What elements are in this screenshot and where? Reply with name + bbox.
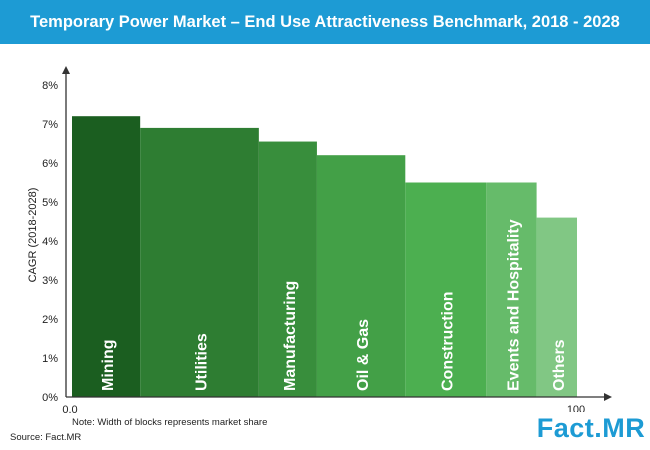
- chart-title: Temporary Power Market – End Use Attract…: [30, 13, 620, 31]
- y-tick-label: 4%: [42, 236, 58, 248]
- x-axis-arrow: [604, 393, 612, 401]
- y-tick-label: 6%: [42, 158, 58, 170]
- bar-manufacturing: [258, 141, 317, 397]
- bar-oil-gas: [316, 155, 406, 397]
- bar-events-and-hospitality: [486, 182, 537, 397]
- bar-construction: [405, 182, 487, 397]
- bar-label: Others: [551, 339, 568, 391]
- chart-area: Mining Utilities Manufacturing Oil & Gas Con…: [27, 66, 612, 414]
- y-tick-label: 0%: [42, 392, 58, 404]
- y-tick-label: 2%: [42, 314, 58, 326]
- bar-mining: [72, 116, 141, 397]
- bar-label: Oil & Gas: [355, 319, 372, 391]
- y-tick-label: 5%: [42, 197, 58, 209]
- bar-label: Manufacturing: [282, 281, 299, 391]
- y-tick-label: 1%: [42, 353, 58, 365]
- factmr-logo: Fact.MR: [532, 412, 650, 450]
- x-tick-label: 100: [567, 404, 585, 414]
- x-tick-label: 0.0: [62, 404, 77, 414]
- y-tick-label: 7%: [42, 119, 58, 131]
- width-note: Note: Width of blocks represents market …: [72, 417, 268, 428]
- y-axis-arrow: [62, 66, 70, 74]
- bar-utilities: [140, 127, 259, 398]
- source-label: Source: Fact.MR: [10, 432, 82, 443]
- y-tick-label: 8%: [42, 80, 58, 92]
- bars-group: Mining Utilities Manufacturing Oil & Gas Con…: [72, 116, 577, 398]
- x-tick-labels: 0.0 100: [62, 404, 585, 414]
- title-banner: Temporary Power Market – End Use Attract…: [0, 0, 650, 44]
- bar-label: Construction: [440, 291, 457, 391]
- bar-label: Mining: [100, 339, 117, 391]
- bar-label: Events and Hospitality: [505, 219, 522, 391]
- bar-label: Utilities: [194, 333, 211, 391]
- y-tick-labels: 0% 1% 2% 3% 4% 5% 6% 7% 8%: [42, 80, 58, 404]
- axes: [62, 66, 612, 401]
- bar-others: [536, 217, 577, 397]
- y-axis-title: CAGR (2018-2028): [27, 188, 39, 283]
- logo-text: Fact.MR: [536, 413, 646, 443]
- y-tick-label: 3%: [42, 275, 58, 287]
